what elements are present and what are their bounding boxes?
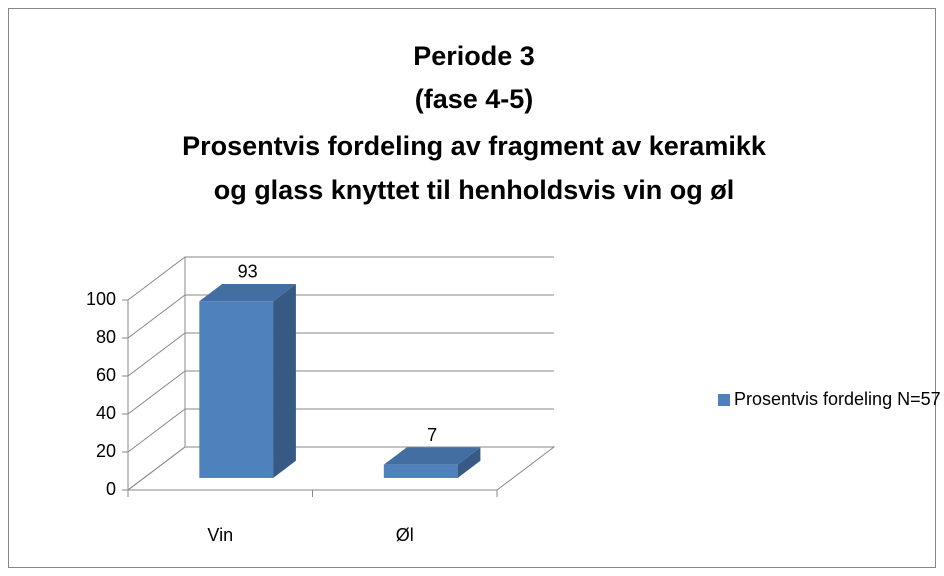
- y-tick-label: 100: [86, 289, 116, 309]
- y-tick-label: 0: [106, 479, 116, 499]
- grid-line: [127, 446, 554, 491]
- chart-title: Prosentvis fordeling av fragment av kera…: [182, 131, 767, 161]
- grid-line: [127, 370, 554, 415]
- bar-side: [457, 447, 481, 478]
- y-tick-label: 20: [96, 441, 116, 461]
- legend-label: Prosentvis fordeling N=57: [734, 389, 941, 409]
- x-tick-label: Øl: [396, 525, 414, 545]
- grid-line: [127, 294, 554, 339]
- bar-top: [383, 447, 481, 465]
- bar-side: [273, 284, 296, 478]
- y-tick-label: 60: [96, 365, 116, 385]
- y-tick-label: 40: [96, 403, 116, 423]
- grid-line: [127, 256, 554, 301]
- legend-swatch: [718, 394, 730, 406]
- bar-front: [199, 301, 274, 478]
- chart-title: og glass knyttet til henholdsvis vin og …: [214, 175, 735, 205]
- bar-top: [199, 284, 296, 302]
- grid-line: [127, 332, 554, 377]
- chart-border: [8, 8, 936, 568]
- chart-title: Periode 3: [413, 41, 535, 71]
- data-label: 93: [238, 261, 258, 281]
- y-tick-label: 80: [96, 327, 116, 347]
- grid-line: [127, 408, 554, 453]
- data-label: 7: [427, 425, 437, 445]
- x-tick-label: Vin: [207, 525, 233, 545]
- chart-title: (fase 4-5): [415, 84, 534, 114]
- bar-front: [383, 464, 458, 478]
